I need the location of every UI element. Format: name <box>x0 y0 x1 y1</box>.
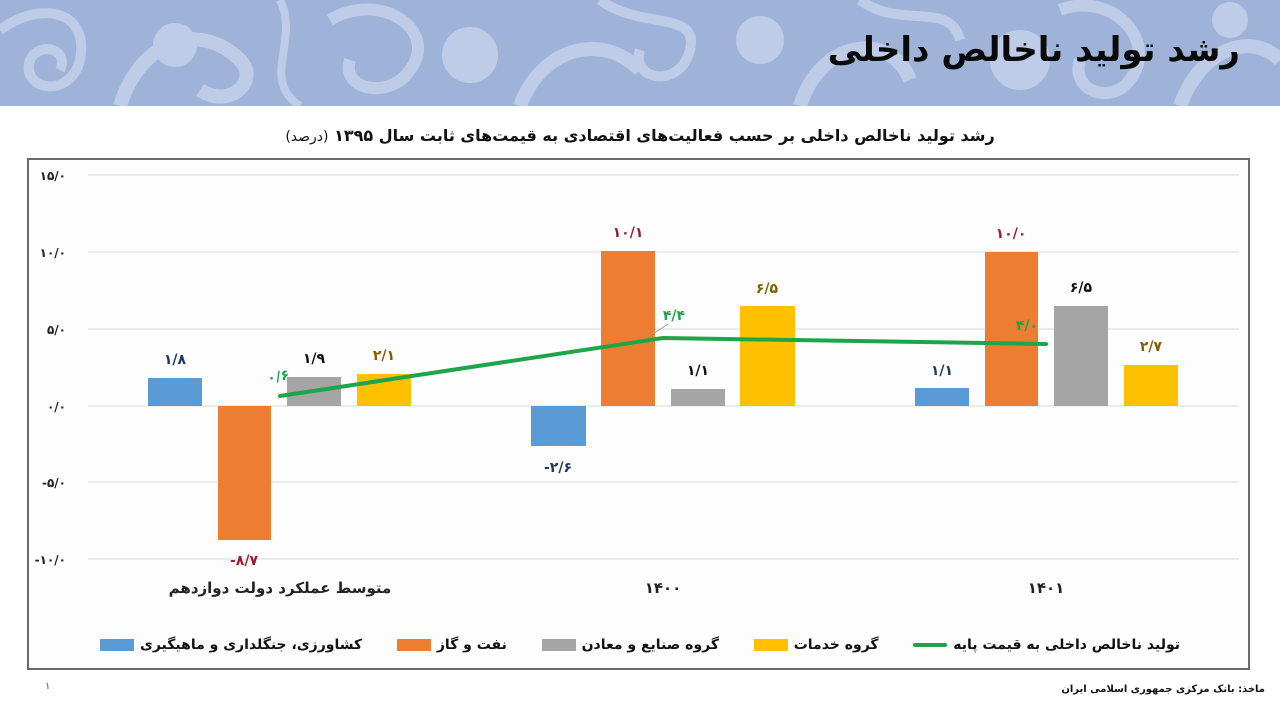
bar-group-3 <box>915 252 1178 406</box>
category-label: ۱۴۰۱ <box>1028 579 1065 597</box>
legend-swatch-gray-icon <box>541 639 576 651</box>
legend-swatch-yellow-icon <box>753 639 788 651</box>
label-services: ۶/۵ <box>756 281 779 297</box>
legend-item-gdp: تولید ناخالص داخلی به قیمت پایه <box>913 637 1180 653</box>
label-oil: -۸/۷ <box>230 553 258 569</box>
label-industry: ۶/۵ <box>1070 280 1093 296</box>
legend-swatch-blue-icon <box>100 639 135 651</box>
legend-label: گروه صنایع و معادن <box>581 637 720 653</box>
legend-line-green-icon <box>913 643 948 647</box>
bar-services <box>740 306 795 406</box>
bar-agri <box>148 378 202 406</box>
legend-item-agri: کشاورزی، جنگلداری و ماهیگیری <box>100 637 362 653</box>
label-agri: -۲/۶ <box>544 460 572 476</box>
bar-agri <box>531 406 586 446</box>
y-tick: ۱۵/۰ <box>40 169 66 183</box>
source-note: ماخذ: بانک مرکزی جمهوری اسلامی ایران <box>1061 684 1265 695</box>
bar-industry <box>1054 306 1108 406</box>
category-label: متوسط عملکرد دولت دوازدهم <box>169 579 392 597</box>
chart-unit: (درصد) <box>285 129 329 145</box>
label-services: ۲/۷ <box>1140 339 1163 355</box>
y-axis: ۱۵/۰ ۱۰/۰ ۵/۰ ۰/۰ -۵/۰ -۱۰/۰ <box>35 169 66 567</box>
legend-item-industry: گروه صنایع و معادن <box>541 637 720 653</box>
bar-agri <box>915 388 969 406</box>
y-tick: ۰/۰ <box>47 400 66 414</box>
legend-item-oil: نفت و گاز <box>396 637 507 653</box>
bar-oil <box>218 406 271 540</box>
label-agri: ۱/۸ <box>164 352 187 368</box>
y-tick: -۵/۰ <box>42 476 66 490</box>
bar-services <box>1124 365 1178 406</box>
chart-legend: کشاورزی، جنگلداری و ماهیگیری نفت و گاز گ… <box>100 633 1180 657</box>
gdp-line <box>278 336 1048 398</box>
legend-label: تولید ناخالص داخلی به قیمت پایه <box>953 637 1180 653</box>
label-services: ۲/۱ <box>373 348 395 364</box>
data-labels: ۱/۸ -۲/۶ ۱/۱ -۸/۷ ۱۰/۱ ۱۰/۰ ۱/۹ ۱/۱ ۶/۵ … <box>164 225 1163 569</box>
legend-label: کشاورزی، جنگلداری و ماهیگیری <box>140 637 363 653</box>
bar-oil <box>985 252 1038 406</box>
label-agri: ۱/۱ <box>931 363 953 379</box>
category-label: ۱۴۰۰ <box>645 579 682 597</box>
bar-oil <box>601 251 655 406</box>
header-banner: رشد تولید ناخالص داخلی <box>0 0 1280 106</box>
legend-label: گروه خدمات <box>793 637 879 653</box>
bar-group-1 <box>148 374 411 540</box>
y-tick: ۱۰/۰ <box>40 246 66 260</box>
legend-item-services: گروه خدمات <box>753 637 879 653</box>
label-industry: ۱/۱ <box>687 363 709 379</box>
bar-industry <box>671 389 725 406</box>
ornamental-pattern-icon <box>0 0 1280 106</box>
bar-group-2 <box>531 251 795 446</box>
x-axis: متوسط عملکرد دولت دوازدهم ۱۴۰۰ ۱۴۰۱ <box>169 579 1065 597</box>
label-leader-line <box>649 323 669 337</box>
page-number: ۱ <box>45 681 51 692</box>
label-gdp: ۴/۰ <box>1016 318 1038 334</box>
gridlines <box>88 174 1239 560</box>
label-gdp: ۰/۶ <box>266 367 291 387</box>
label-gdp: ۴/۴ <box>663 308 686 324</box>
y-tick: ۵/۰ <box>47 323 66 337</box>
y-tick: -۱۰/۰ <box>35 553 66 567</box>
chart-title: رشد تولید ناخالص داخلی بر حسب فعالیت‌های… <box>0 126 1280 145</box>
legend-swatch-orange-icon <box>396 639 431 651</box>
label-industry: ۱/۹ <box>303 351 326 367</box>
chart-title-text: رشد تولید ناخالص داخلی بر حسب فعالیت‌های… <box>334 126 995 145</box>
label-oil: ۱۰/۰ <box>996 226 1027 242</box>
legend-label: نفت و گاز <box>436 637 507 653</box>
page-title: رشد تولید ناخالص داخلی <box>827 30 1241 70</box>
label-oil: ۱۰/۱ <box>613 225 644 241</box>
